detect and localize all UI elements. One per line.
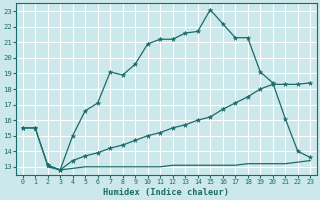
X-axis label: Humidex (Indice chaleur): Humidex (Indice chaleur)	[103, 188, 229, 197]
